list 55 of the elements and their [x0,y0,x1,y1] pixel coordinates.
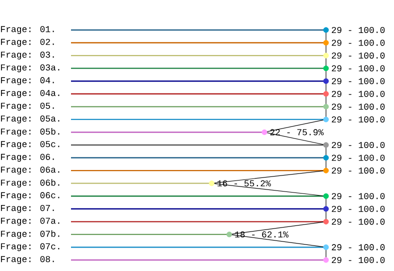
point [262,129,268,136]
point [323,168,329,174]
y-tick-label: Frage: 04. [1,77,54,86]
data-label: 29 - 100.0 [332,116,385,123]
point [323,91,329,97]
point [323,193,329,199]
y-tick-label: Frage: 06b. [1,179,60,188]
data-label: 29 - 100.0 [332,78,385,84]
y-tick-label: Frage: 05c. [1,141,60,149]
y-tick-label: Frage: 08. [1,256,54,264]
data-label: 29 - 100.0 [332,40,385,46]
point [323,104,329,110]
y-tick-label: Frage: 05a. [1,116,60,124]
point [208,180,214,186]
y-tick-label: Frage: 06a. [1,166,60,174]
data-label: 29 - 100.0 [332,26,385,34]
y-tick-label: Frage: 05b. [1,128,60,136]
data-label: 29 - 100.0 [332,52,385,59]
y-tick-label: Frage: 01. [1,26,54,34]
point [323,116,329,122]
point [323,218,329,224]
data-label: 29 - 100.0 [332,142,385,148]
point [323,52,329,58]
y-tick-label: Frage: 04a. [1,90,60,98]
data-label: 29 - 100.0 [332,218,385,225]
data-label: 29 - 100.0 [332,90,385,97]
y-tick-label: Frage: 03. [1,52,54,60]
y-tick-label: Frage: 03a. [1,64,60,72]
data-label: 29 - 100.0 [332,168,385,174]
y-tick-label: Frage: 06. [1,154,54,162]
data-label: 22 - 75.9% [270,129,324,136]
data-label: 29 - 100.0 [332,193,385,200]
point [323,66,329,72]
point [323,154,329,161]
y-tick-label: Frage: 07c. [1,243,60,252]
point [323,40,329,46]
y-tick-label: Frage: 07a. [1,218,60,226]
data-label: 29 - 100.0 [332,65,385,72]
data-label: 29 - 100.0 [332,206,385,212]
data-label: 29 - 100.0 [332,154,385,161]
y-tick-label: Frage: 02. [1,38,54,47]
data-label: 29 - 100.0 [332,256,385,264]
point [226,232,232,238]
data-label: 29 - 100.0 [332,104,385,110]
point [323,244,329,250]
y-tick-label: Frage: 06c. [1,192,60,200]
data-label: 29 - 100.0 [332,244,385,250]
y-tick-label: Frage: 05. [1,102,54,111]
point [323,257,329,263]
point [323,27,329,33]
y-tick-label: Frage: 07b. [1,230,60,239]
point [323,78,329,84]
y-tick-label: Frage: 07. [1,204,54,213]
point [323,206,329,212]
point [323,142,329,148]
